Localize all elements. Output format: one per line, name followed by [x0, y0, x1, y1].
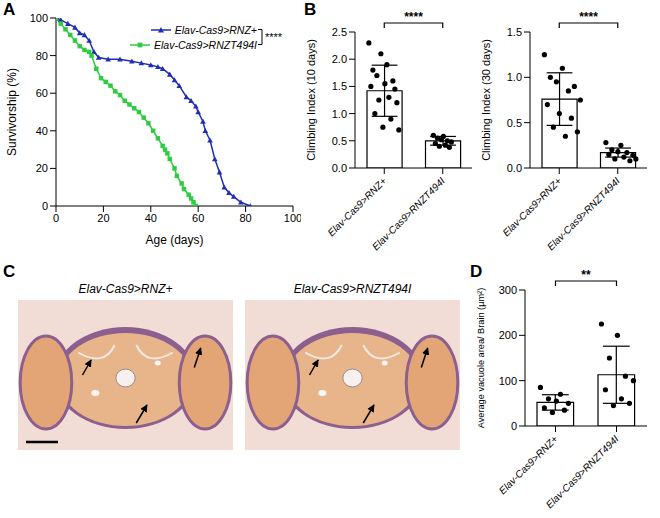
svg-text:0: 0: [42, 200, 48, 212]
svg-text:0.5: 0.5: [332, 135, 347, 147]
svg-text:1.5: 1.5: [332, 80, 347, 92]
svg-text:2.0: 2.0: [332, 53, 347, 65]
svg-text:Elav-Cas9>RNZT494I: Elav-Cas9>RNZT494I: [370, 175, 447, 252]
svg-text:****: ****: [404, 10, 423, 24]
svg-text:20: 20: [36, 162, 48, 174]
svg-text:0: 0: [53, 212, 59, 224]
svg-text:0.0: 0.0: [332, 162, 347, 174]
svg-text:40: 40: [145, 212, 157, 224]
svg-text:Elav-Cas9>RNZ+: Elav-Cas9>RNZ+: [497, 433, 560, 496]
svg-text:0.0: 0.0: [507, 162, 522, 174]
html-text:Elav-Cas9>RNZT494I: Elav-Cas9>RNZT494I: [293, 282, 412, 296]
html-text:C: C: [3, 262, 16, 281]
html-text:Elav-Cas9>RNZ+: Elav-Cas9>RNZ+: [78, 282, 173, 296]
svg-text:40: 40: [36, 125, 48, 137]
svg-text:****: ****: [265, 31, 283, 43]
svg-text:100: 100: [284, 212, 301, 224]
html-text:Elav-Cas9>RNZT494I: Elav-Cas9>RNZT494I: [154, 38, 257, 51]
html-text:Elav-Cas9>RNZ+: Elav-Cas9>RNZ+: [174, 23, 257, 36]
svg-text:Average vacuole area/ Brain (µ: Average vacuole area/ Brain (µm²): [476, 288, 486, 428]
svg-text:Age (days): Age (days): [145, 233, 203, 247]
html-text:A: A: [3, 0, 16, 19]
svg-text:300: 300: [499, 284, 517, 296]
html-text:D: D: [470, 262, 483, 281]
html-text:B: B: [304, 0, 317, 19]
svg-text:60: 60: [36, 87, 48, 99]
svg-text:****: ****: [579, 10, 598, 24]
svg-text:Survivorship (%): Survivorship (%): [6, 68, 19, 156]
svg-text:0.5: 0.5: [507, 117, 522, 129]
svg-text:2.5: 2.5: [332, 26, 347, 38]
svg-text:80: 80: [36, 50, 48, 62]
svg-text:1.0: 1.0: [332, 108, 347, 120]
svg-text:100: 100: [30, 12, 48, 24]
svg-text:**: **: [581, 268, 591, 282]
svg-text:Elav-Cas9>RNZT494I: Elav-Cas9>RNZT494I: [545, 175, 622, 252]
svg-text:Elav-Cas9>RNZT494I: Elav-Cas9>RNZT494I: [544, 433, 621, 510]
svg-text:20: 20: [97, 212, 109, 224]
svg-text:100: 100: [499, 375, 517, 387]
svg-text:Elav-Cas9>RNZ+: Elav-Cas9>RNZ+: [500, 175, 563, 238]
svg-text:200: 200: [499, 329, 517, 341]
svg-text:0: 0: [511, 420, 517, 432]
svg-text:Elav-Cas9>RNZ+: Elav-Cas9>RNZ+: [325, 175, 388, 238]
svg-text:60: 60: [192, 212, 204, 224]
svg-text:1.5: 1.5: [507, 26, 522, 38]
svg-text:Climbing Index (30 days): Climbing Index (30 days): [480, 39, 492, 161]
svg-text:80: 80: [239, 212, 251, 224]
svg-text:1.0: 1.0: [507, 71, 522, 83]
svg-text:Climbing Index (10 days): Climbing Index (10 days): [305, 39, 317, 161]
